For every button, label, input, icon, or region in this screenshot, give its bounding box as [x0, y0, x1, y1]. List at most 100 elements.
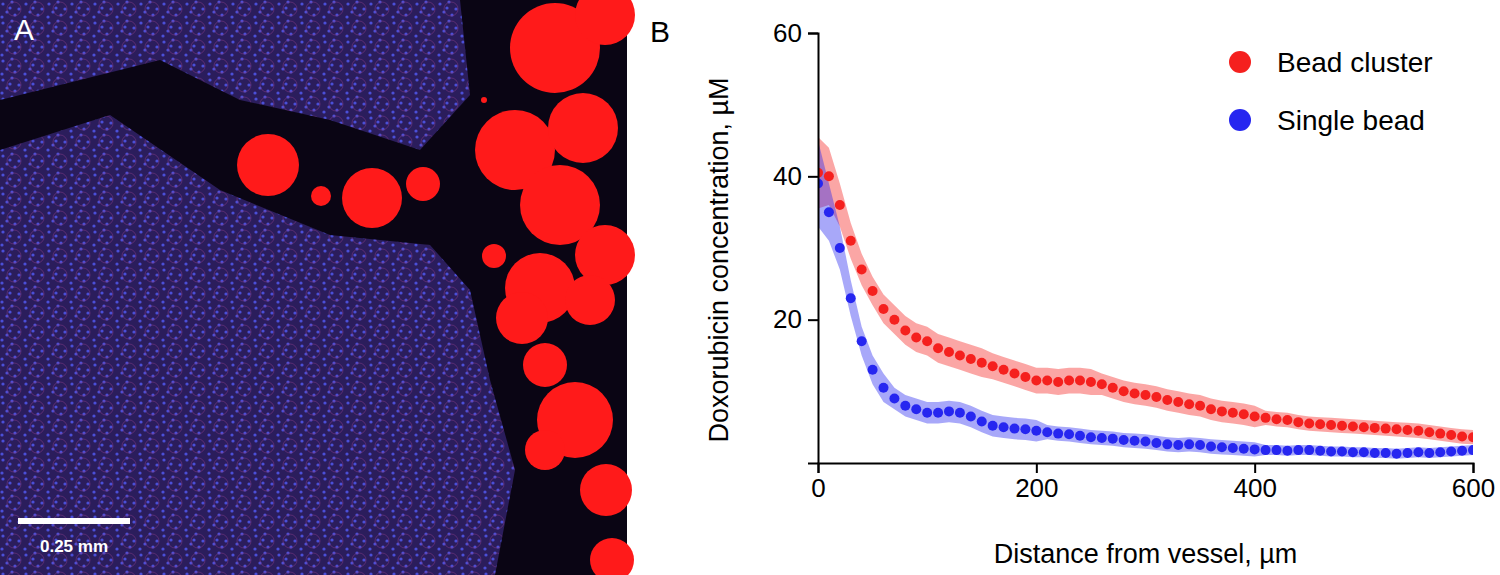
scale-bar	[18, 518, 130, 524]
series	[818, 179, 1473, 459]
data-point	[1304, 445, 1314, 455]
tick: 600	[1452, 463, 1495, 503]
data-point	[1457, 446, 1467, 456]
data-point	[868, 365, 878, 375]
data-point	[857, 336, 867, 346]
legend-label: Bead cluster	[1277, 47, 1433, 78]
data-point	[1064, 376, 1074, 386]
data-point	[1337, 447, 1347, 457]
data-point	[1217, 442, 1227, 452]
data-point	[1446, 430, 1456, 440]
tick-label: 20	[773, 304, 802, 334]
axis-line	[808, 34, 819, 464]
data-point	[1413, 447, 1423, 457]
y-axis-title: Doxorubicin concentration, µM	[704, 77, 734, 442]
data-point	[1064, 429, 1074, 439]
data-point	[1392, 449, 1402, 459]
data-point	[955, 408, 965, 418]
scale-bar-label: 0.25 mm	[40, 537, 108, 556]
tissue	[0, 115, 515, 575]
data-point	[1250, 411, 1260, 421]
data-point	[1370, 448, 1380, 458]
data-point	[922, 408, 932, 418]
data-point	[1468, 445, 1473, 455]
data-point	[846, 293, 856, 303]
tick-mark	[1036, 463, 1038, 473]
data-point	[966, 354, 976, 364]
bead	[523, 343, 567, 387]
data-point	[1282, 446, 1292, 456]
data-point	[1206, 404, 1216, 414]
data-point	[1326, 420, 1336, 430]
tick-mark	[808, 176, 818, 178]
data-point	[1272, 445, 1282, 455]
bead	[548, 93, 618, 163]
data-point	[1042, 427, 1052, 437]
legend: Bead clusterSingle bead	[1229, 47, 1433, 136]
data-point	[1206, 442, 1216, 452]
data-point	[1108, 434, 1118, 444]
bead	[481, 97, 487, 103]
data-point	[1239, 444, 1249, 454]
data-point	[922, 336, 932, 346]
tick-mark	[1473, 463, 1475, 473]
data-point	[1359, 422, 1369, 432]
data-point	[1348, 421, 1358, 431]
tick-mark	[1254, 463, 1256, 473]
data-point	[1130, 388, 1140, 398]
tick: 0	[811, 463, 825, 503]
data-point	[1162, 439, 1172, 449]
bead	[311, 186, 331, 206]
tick-mark	[808, 319, 818, 321]
data-point	[889, 394, 899, 404]
data-point	[1020, 372, 1030, 382]
legend-marker	[1229, 51, 1251, 73]
data-point	[1173, 397, 1183, 407]
data-point	[1228, 408, 1238, 418]
data-point	[933, 343, 943, 353]
data-point	[879, 304, 889, 314]
bead	[482, 244, 506, 268]
data-point	[1403, 425, 1413, 435]
data-point	[1272, 414, 1282, 424]
data-point	[1435, 429, 1445, 439]
data-point	[846, 236, 856, 246]
y-axis: 204060	[773, 18, 818, 464]
tissue	[0, 0, 470, 150]
data-point	[1130, 436, 1140, 446]
data-point	[944, 347, 954, 357]
data-point	[1468, 432, 1473, 442]
axis-line	[819, 464, 1474, 474]
data-point	[900, 401, 910, 411]
data-point	[1119, 386, 1129, 396]
data-point	[1151, 392, 1161, 402]
data-point	[1457, 431, 1467, 441]
data-point	[911, 404, 921, 414]
tick-label: 400	[1233, 473, 1276, 503]
data-point	[1010, 424, 1020, 434]
bead	[580, 464, 632, 516]
bead	[565, 275, 615, 325]
data-point	[1151, 438, 1161, 448]
plot-area	[818, 137, 1473, 459]
bead	[342, 168, 402, 228]
data-point	[1020, 424, 1030, 434]
data-point	[900, 325, 910, 335]
data-point	[1141, 437, 1151, 447]
data-point	[1097, 433, 1107, 443]
data-point	[1381, 424, 1391, 434]
data-point	[1119, 435, 1129, 445]
figure: A0.25 mmB0200400600204060Distance from v…	[0, 0, 1500, 575]
tick: 200	[1015, 463, 1058, 503]
data-point	[933, 408, 943, 418]
data-point	[824, 171, 834, 181]
data-point	[977, 358, 987, 368]
data-point	[1337, 421, 1347, 431]
data-point	[1195, 401, 1205, 411]
data-point	[1446, 447, 1456, 457]
data-point	[1075, 431, 1085, 441]
data-point	[835, 243, 845, 253]
x-axis: 0 200 400 600	[811, 463, 1495, 503]
tick: 20	[773, 304, 818, 334]
data-point	[1413, 426, 1423, 436]
